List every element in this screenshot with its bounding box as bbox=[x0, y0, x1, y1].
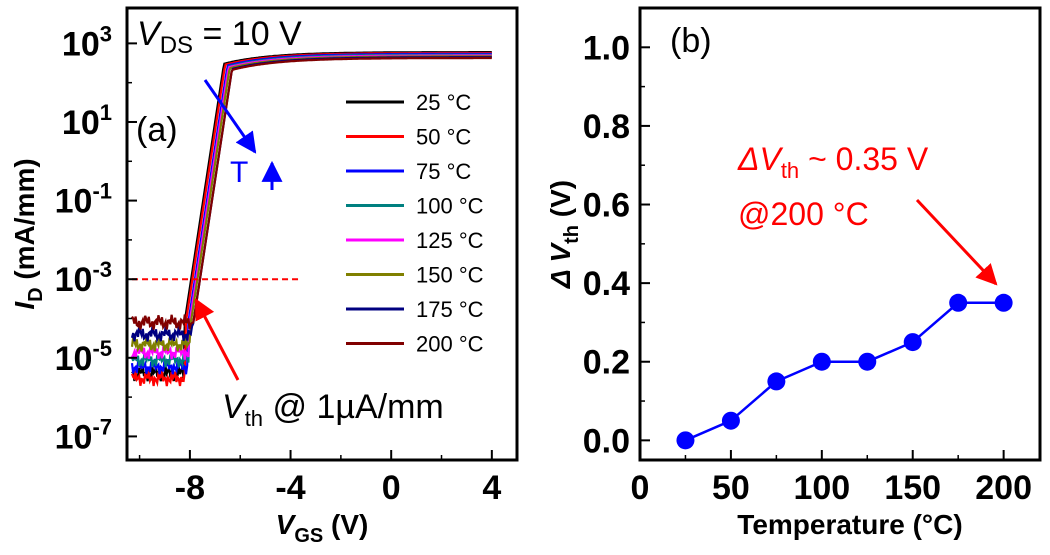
panel-a-x-tick-label: -4 bbox=[275, 469, 305, 507]
panel-a-curves bbox=[130, 50, 492, 388]
panel-b-point-25c bbox=[676, 431, 695, 450]
annotation-symbol: ΔV bbox=[737, 141, 783, 177]
panel-a-vth-annotation: Vth @ 1µA/mm bbox=[222, 388, 444, 431]
panel-b-y-axis-label: Δ Vth (V) bbox=[545, 180, 583, 289]
panel-b-y-ticks: 0.0 0.2 0.4 0.6 0.8 1.0 bbox=[583, 29, 650, 460]
legend-label-200c: 200 °C bbox=[416, 332, 484, 357]
y-axis-symbol: I bbox=[9, 301, 40, 310]
legend-label-75c: 75 °C bbox=[416, 159, 471, 184]
legend-label-175c: 175 °C bbox=[416, 297, 484, 322]
y-axis-symbol: Δ V bbox=[545, 242, 576, 290]
panel-b-points bbox=[676, 293, 1013, 450]
panel-a-temperature-label: T bbox=[230, 156, 248, 189]
vth-condition: @ 1µA/mm bbox=[263, 388, 444, 426]
x-axis-subscript: GS bbox=[294, 525, 323, 547]
panel-a-y-ticks: 103 101 10-1 10-3 10-5 10-7 bbox=[55, 21, 137, 456]
panel-a-y-tick-label: 103 bbox=[62, 21, 112, 63]
panel-a-x-ticks: -8 -4 0 4 bbox=[138, 450, 501, 507]
panel-a-series-200c bbox=[131, 56, 492, 331]
panel-b-point-150c bbox=[903, 333, 922, 352]
panel-a-temperature-arrow bbox=[203, 79, 257, 154]
panel-b-point-200c bbox=[994, 293, 1013, 312]
panel-a-x-tick-label: 4 bbox=[482, 469, 501, 507]
annotation-subscript: th bbox=[781, 158, 799, 183]
y-axis-subscript: th bbox=[561, 225, 583, 244]
panel-b-frame bbox=[638, 6, 1042, 462]
panel-b-point-75c bbox=[767, 372, 786, 391]
vds-symbol: V bbox=[137, 15, 163, 53]
panel-b-y-tick-label: 0.6 bbox=[583, 187, 630, 225]
panel-b-x-tick-label: 200 bbox=[975, 469, 1032, 507]
legend-label-50c: 50 °C bbox=[416, 125, 471, 150]
panel-b-x-tick-label: 100 bbox=[793, 469, 850, 507]
panel-a-y-tick-label: 10-7 bbox=[55, 414, 112, 456]
panel-a-x-tick-label: 0 bbox=[382, 469, 401, 507]
panel-a-vth-arrow bbox=[194, 298, 240, 381]
panel-b-x-tick-label: 50 bbox=[712, 469, 750, 507]
panel-a-y-tick-label: 10-3 bbox=[55, 257, 112, 299]
legend-label-125c: 125 °C bbox=[416, 228, 484, 253]
y-axis-subscript: D bbox=[25, 287, 47, 301]
panel-a-y-axis-label: ID (mA/mm) bbox=[9, 158, 47, 309]
panel-a-legend: 25 °C 50 °C 75 °C 100 °C 125 °C 150 °C 175 °C 2… bbox=[346, 90, 484, 357]
panel-b-y-tick-label: 0.2 bbox=[583, 344, 630, 382]
panel-a-label: (a) bbox=[136, 111, 178, 149]
annotation-value: ~ 0.35 V bbox=[799, 141, 929, 177]
vds-value: = 10 V bbox=[193, 15, 302, 53]
panel-a-x-axis-label: VGS (V) bbox=[276, 509, 369, 547]
panel-b-y-tick-label: 0.8 bbox=[583, 108, 630, 146]
y-axis-unit: (V) bbox=[545, 180, 576, 225]
panel-b-y-tick-label: 0.4 bbox=[583, 265, 630, 303]
panel-b-annotation-arrow bbox=[915, 198, 998, 286]
vth-subscript: th bbox=[245, 406, 263, 431]
vds-subscript: DS bbox=[160, 32, 193, 59]
panel-b-x-ticks: 0 50 100 150 200 bbox=[631, 450, 1032, 507]
legend-label-150c: 150 °C bbox=[416, 263, 484, 288]
panel-a-x-tick-label: -8 bbox=[175, 469, 205, 507]
legend-label-100c: 100 °C bbox=[416, 194, 484, 219]
x-axis-symbol: V bbox=[276, 509, 297, 540]
panel-b-point-100c bbox=[812, 352, 831, 371]
panel-a-y-tick-label: 10-5 bbox=[55, 336, 112, 378]
panel-b-x-tick-label: 0 bbox=[631, 469, 650, 507]
panel-b-annotation-line2: @200 °C bbox=[738, 196, 869, 232]
panel-a-y-tick-label: 101 bbox=[62, 100, 112, 142]
panel-b-point-50c bbox=[721, 411, 740, 430]
panel-b-y-tick-label: 1.0 bbox=[583, 29, 630, 67]
panel-a-frame bbox=[125, 6, 519, 462]
panel-b-annotation-line1: ΔVth ~ 0.35 V bbox=[737, 141, 929, 183]
vth-symbol: V bbox=[222, 388, 248, 426]
panel-b-x-tick-label: 150 bbox=[884, 469, 941, 507]
x-axis-unit: (V) bbox=[323, 509, 368, 540]
legend-label-25c: 25 °C bbox=[416, 90, 471, 115]
panel-b-y-tick-label: 0.0 bbox=[583, 422, 630, 460]
panel-b-series-line bbox=[685, 301, 1004, 442]
panel-b-label: (b) bbox=[670, 22, 712, 60]
panel-b-x-axis-label: Temperature (°C) bbox=[737, 509, 962, 540]
panel-a-vds-annotation: VDS = 10 V bbox=[137, 15, 302, 59]
panel-b: 0 50 100 150 200 0.00.20.40.60.81.0 (b) ΔVth… bbox=[545, 6, 1042, 540]
panel-b-point-175c bbox=[949, 293, 968, 312]
y-axis-unit: (mA/mm) bbox=[9, 158, 40, 287]
panel-a-y-tick-label: 10-1 bbox=[55, 179, 112, 221]
panel-b-point-125c bbox=[858, 352, 877, 371]
